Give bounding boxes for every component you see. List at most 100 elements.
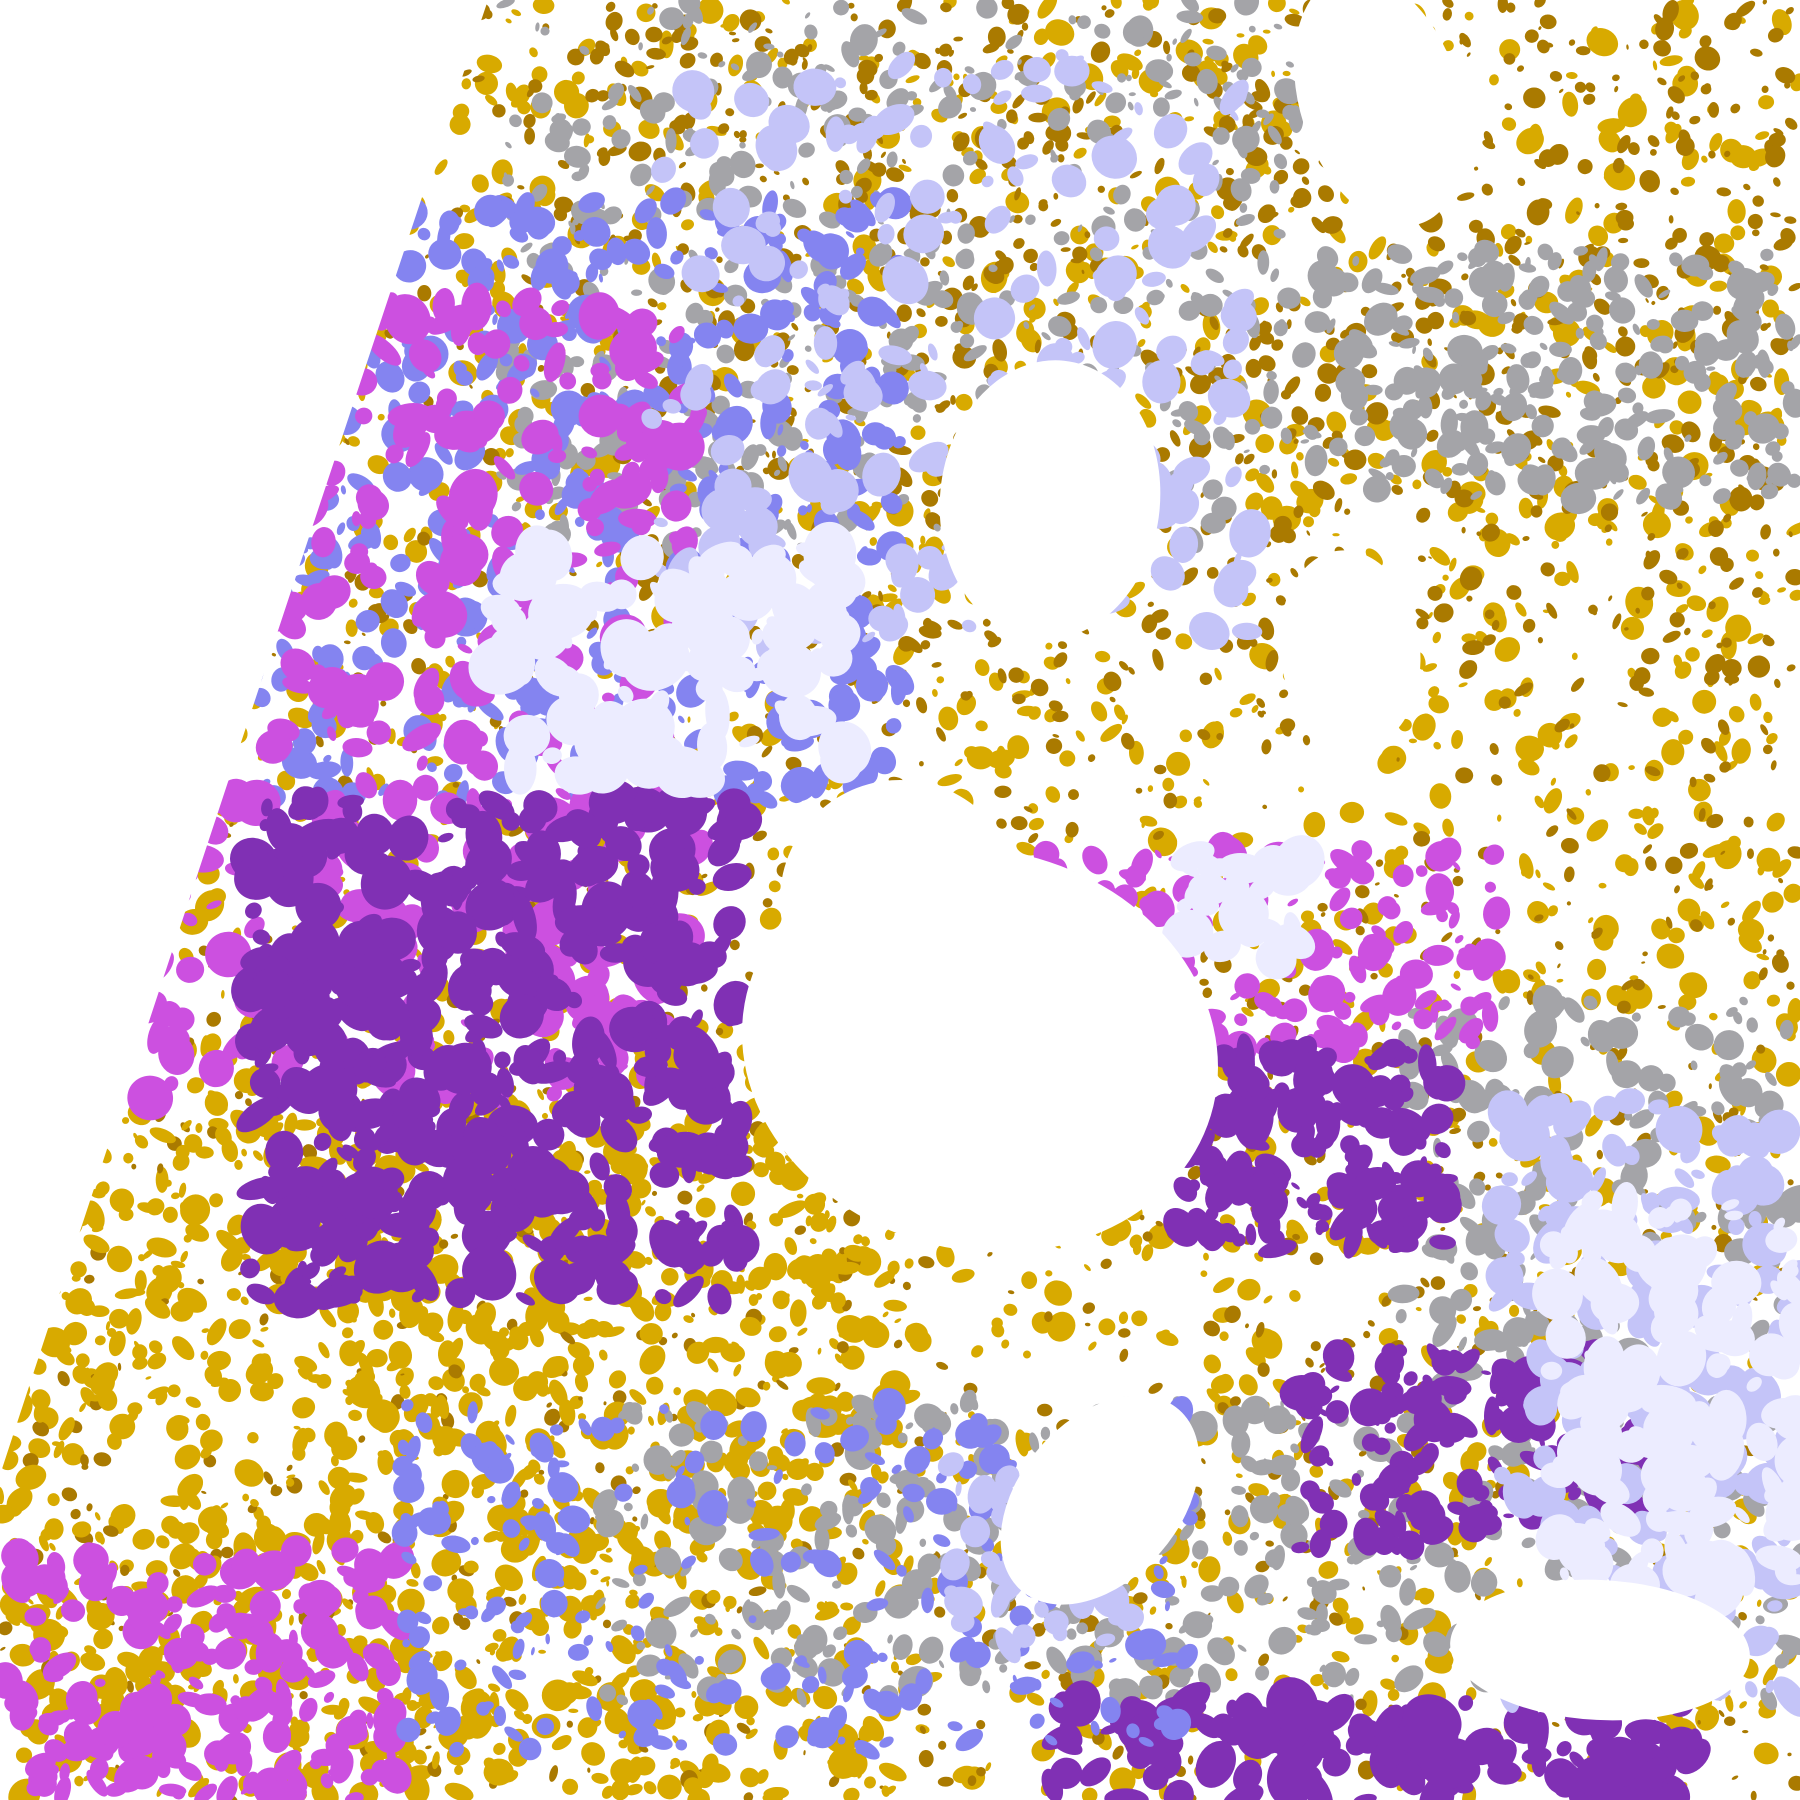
low-cloud-patch [133, 1132, 138, 1140]
low-cloud-patch [1263, 1295, 1273, 1304]
low-cloud-patch [1571, 652, 1578, 660]
low-cloud-patch [1534, 795, 1545, 809]
low-cloud-patch [1422, 663, 1438, 672]
low-cloud-patch [1296, 452, 1304, 461]
low-cloud-patch [403, 527, 416, 543]
low-cloud-patch [1237, 1278, 1261, 1301]
low-cloud-patch [1442, 574, 1449, 581]
low-cloud-patch [1059, 750, 1076, 767]
low-cloud-patch [449, 114, 471, 135]
low-cloud-patch [1518, 497, 1534, 519]
low-cloud-patch [1380, 1678, 1397, 1690]
low-cloud-patch [955, 393, 973, 411]
low-cloud-patch-dark [1741, 1729, 1749, 1734]
low-cloud-patch [1239, 693, 1256, 706]
low-cloud-patch [132, 1344, 148, 1361]
low-cloud-patch [1023, 297, 1046, 320]
low-cloud-patch [1219, 1331, 1229, 1341]
low-cloud-patch [625, 1783, 643, 1796]
low-cloud-patch [1442, 818, 1454, 837]
low-cloud-patch [1100, 723, 1123, 742]
low-cloud-patch [1222, 1531, 1233, 1546]
low-cloud-patch [571, 71, 585, 85]
low-cloud-patch [1300, 910, 1315, 923]
low-cloud-patch [47, 1493, 60, 1507]
low-cloud-patch [1150, 90, 1159, 98]
low-cloud-patch [1652, 707, 1673, 727]
low-cloud-patch [629, 1589, 638, 1596]
low-cloud-patch [1700, 911, 1715, 930]
low-cloud-patch [167, 1384, 181, 1398]
low-cloud-patch [1464, 11, 1474, 21]
low-cloud-patch [1709, 1012, 1718, 1021]
low-cloud-patch [953, 73, 960, 81]
low-cloud-patch [1527, 901, 1550, 924]
low-cloud-patch [722, 13, 740, 32]
low-cloud-patch [857, 55, 869, 61]
low-cloud-patch [1725, 1694, 1734, 1712]
low-cloud-patch [1094, 92, 1107, 107]
low-cloud-patch [1518, 758, 1540, 776]
low-cloud-patch [969, 168, 986, 185]
low-cloud-patch-dark [994, 785, 1012, 799]
low-cloud-patch [1432, 631, 1441, 644]
low-cloud-patch [1368, 236, 1387, 260]
low-cloud-patch [1428, 695, 1449, 714]
low-cloud-patch [1556, 978, 1564, 983]
low-cloud-patch [28, 1438, 51, 1458]
low-cloud-patch [94, 1335, 106, 1346]
low-cloud-patch [596, 561, 603, 568]
low-cloud-patch [757, 1481, 777, 1501]
low-cloud-patch [1766, 732, 1778, 745]
low-cloud-patch [1226, 1590, 1244, 1614]
low-cloud-patch [1184, 116, 1195, 122]
low-cloud-patch [1669, 420, 1685, 435]
low-cloud-patch [1746, 549, 1759, 562]
low-cloud-patch-dark [1708, 102, 1720, 118]
low-cloud-patch [687, 716, 691, 723]
low-cloud-patch [367, 455, 389, 475]
low-cloud-patch [1256, 472, 1275, 493]
low-cloud-patch [1271, 70, 1276, 77]
low-cloud-patch [345, 619, 358, 637]
low-cloud-patch-dark [1430, 1276, 1446, 1290]
low-cloud-patch [1566, 561, 1579, 583]
low-cloud-patch [188, 1778, 210, 1798]
low-cloud-patch [951, 1268, 975, 1283]
low-cloud-patch [1451, 730, 1464, 749]
low-cloud-patch [1755, 131, 1770, 140]
low-cloud-patch [252, 1339, 265, 1348]
low-cloud-patch [938, 706, 959, 731]
low-cloud-patch [1679, 972, 1708, 999]
low-cloud-patch [1709, 132, 1723, 152]
low-cloud-patch-dark [1208, 8, 1227, 24]
low-cloud-patch [727, 711, 739, 722]
low-cloud-patch [1121, 714, 1128, 725]
low-cloud-patch [862, 1538, 869, 1545]
low-cloud-patch [1550, 777, 1557, 786]
low-cloud-patch [347, 436, 360, 447]
low-cloud-patch [1118, 1311, 1129, 1325]
low-cloud-patch [813, 1685, 838, 1710]
low-cloud-patch [134, 1135, 149, 1149]
low-cloud-patch [1041, 1669, 1050, 1679]
low-cloud-patch [488, 1683, 501, 1692]
low-cloud-patch [1513, 708, 1521, 717]
low-cloud-patch [1094, 650, 1111, 663]
low-cloud-patch [1535, 869, 1541, 879]
low-cloud-patch [240, 1296, 249, 1306]
low-cloud-patch [905, 75, 920, 84]
low-cloud-patch [1326, 411, 1347, 434]
low-cloud-patch [1554, 571, 1571, 587]
low-cloud-patch [529, 47, 538, 58]
low-cloud-patch [395, 1367, 414, 1387]
low-cloud-patch-dark [1153, 764, 1167, 775]
low-cloud-patch [1642, 375, 1666, 399]
low-cloud-patch [681, 219, 694, 231]
low-cloud-patch-dark [1401, 273, 1406, 278]
low-cloud-patch-dark [131, 1163, 137, 1170]
low-cloud-patch [220, 1246, 243, 1272]
